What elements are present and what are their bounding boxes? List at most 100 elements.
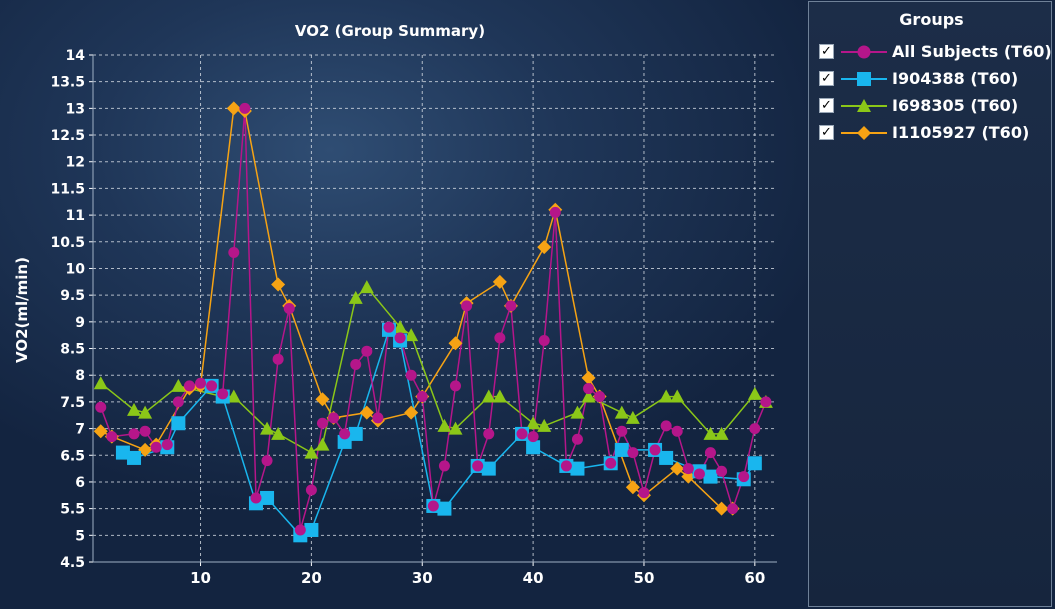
data-point-circle [727, 503, 739, 515]
data-point-circle [704, 447, 716, 459]
data-point-triangle [747, 386, 762, 400]
legend-label: I904388 (T60) [892, 69, 1019, 88]
data-point-square [659, 450, 674, 465]
y-tick-label: 13.5 [50, 75, 85, 91]
data-point-circle [693, 468, 705, 480]
legend-label: I1105927 (T60) [892, 123, 1030, 142]
data-point-circle [106, 431, 118, 443]
square-marker-icon [841, 72, 887, 86]
data-point-diamond [226, 101, 241, 116]
plot-area: 4.5 5 5.5 6 6.5 7 7.5 8 8.5 9 9.5 10 10.5 11 11.5 12 12.… [50, 48, 777, 587]
data-point-circle [716, 465, 728, 477]
data-point-circle [172, 396, 184, 408]
data-point-square [304, 522, 319, 537]
data-point-circle [206, 380, 218, 392]
data-point-triangle [448, 421, 463, 435]
x-tick-label: 50 [634, 569, 655, 587]
data-point-square [348, 426, 363, 441]
triangle-marker-icon [841, 99, 887, 112]
legend-title: Groups [899, 10, 964, 29]
legend-item-all-subjects[interactable]: ✓ All Subjects (T60) [819, 40, 1052, 64]
data-point-circle [316, 417, 328, 429]
data-point-circle [549, 206, 561, 218]
data-point-circle [195, 377, 207, 389]
data-point-circle [372, 412, 384, 424]
data-point-circle [405, 369, 417, 381]
y-tick-label: 7.5 [60, 395, 85, 411]
data-point-circle [594, 391, 606, 403]
data-point-square [171, 416, 186, 431]
data-point-circle [638, 487, 650, 499]
data-point-triangle [481, 389, 496, 403]
data-point-circle [183, 380, 195, 392]
data-point-circle [328, 412, 340, 424]
data-point-circle [616, 425, 628, 437]
data-point-square [570, 461, 585, 476]
data-point-circle [682, 463, 694, 475]
data-point-diamond [315, 392, 330, 407]
y-tick-label: 5.5 [60, 502, 85, 518]
data-point-circle [350, 359, 362, 371]
data-point-triangle [492, 389, 507, 403]
data-point-triangle [625, 410, 640, 424]
data-point-diamond [359, 405, 374, 420]
data-point-diamond [581, 370, 596, 385]
legend-item-i904388[interactable]: ✓ I904388 (T60) [819, 67, 1047, 91]
data-point-circle [516, 428, 528, 440]
circle-marker-icon [841, 45, 887, 59]
data-point-circle [139, 425, 151, 437]
data-point-circle [571, 433, 583, 445]
checkbox-checked-icon[interactable]: ✓ [819, 125, 834, 140]
checkbox-checked-icon[interactable]: ✓ [819, 71, 834, 86]
y-tick-label: 13 [66, 101, 85, 117]
legend-panel: Groups ✓ All Subjects (T60) ✓ I904388 (T… [808, 1, 1052, 607]
data-point-triangle [93, 376, 108, 390]
data-point-circle [217, 388, 229, 400]
data-point-circle [660, 420, 672, 432]
data-point-square [614, 442, 629, 457]
y-tick-label: 7 [75, 422, 85, 438]
y-tick-label: 5 [75, 528, 85, 544]
data-point-diamond [681, 469, 696, 484]
data-point-diamond [138, 442, 153, 457]
data-point-circle [361, 345, 373, 357]
y-tick-label: 8.5 [60, 342, 85, 358]
legend-item-i698305[interactable]: ✓ I698305 (T60) [819, 94, 1047, 118]
data-point-triangle [348, 290, 363, 304]
data-point-circle [483, 428, 495, 440]
checkbox-checked-icon[interactable]: ✓ [819, 44, 834, 59]
y-tick-label: 4.5 [60, 555, 85, 571]
data-point-triangle [127, 402, 142, 416]
data-point-triangle [226, 389, 241, 403]
data-point-triangle [304, 445, 319, 459]
data-point-triangle [437, 418, 452, 432]
data-point-square [703, 469, 718, 484]
data-point-circle [605, 457, 617, 469]
data-point-diamond [448, 336, 463, 351]
data-point-circle [627, 447, 639, 459]
data-point-circle [416, 391, 428, 403]
checkbox-checked-icon[interactable]: ✓ [819, 98, 834, 113]
data-point-triangle [260, 421, 275, 435]
y-tick-label: 14 [66, 48, 86, 64]
x-tick-label: 30 [412, 569, 433, 587]
legend-label: All Subjects (T60) [892, 42, 1052, 61]
x-tick-label: 40 [523, 569, 544, 587]
y-tick-label: 9 [75, 315, 85, 331]
data-point-triangle [670, 389, 685, 403]
data-point-square [437, 501, 452, 516]
legend-item-i1105927[interactable]: ✓ I1105927 (T60) [819, 121, 1047, 145]
data-point-circle [283, 303, 295, 314]
data-point-circle [738, 471, 750, 483]
data-point-circle [527, 431, 539, 443]
y-tick-label: 6.5 [60, 448, 85, 464]
legend-label: I698305 (T60) [892, 96, 1019, 115]
diamond-marker-icon [841, 126, 887, 140]
y-tick-label: 12.5 [50, 128, 85, 144]
x-tick-label: 20 [301, 569, 322, 587]
data-point-circle [394, 332, 406, 344]
data-point-triangle [537, 418, 552, 432]
chart-panel: 4.5 5 5.5 6 6.5 7 7.5 8 8.5 9 9.5 10 10.5 11 11.5 12 12.… [13, 22, 777, 587]
y-tick-label: 6 [75, 475, 85, 491]
